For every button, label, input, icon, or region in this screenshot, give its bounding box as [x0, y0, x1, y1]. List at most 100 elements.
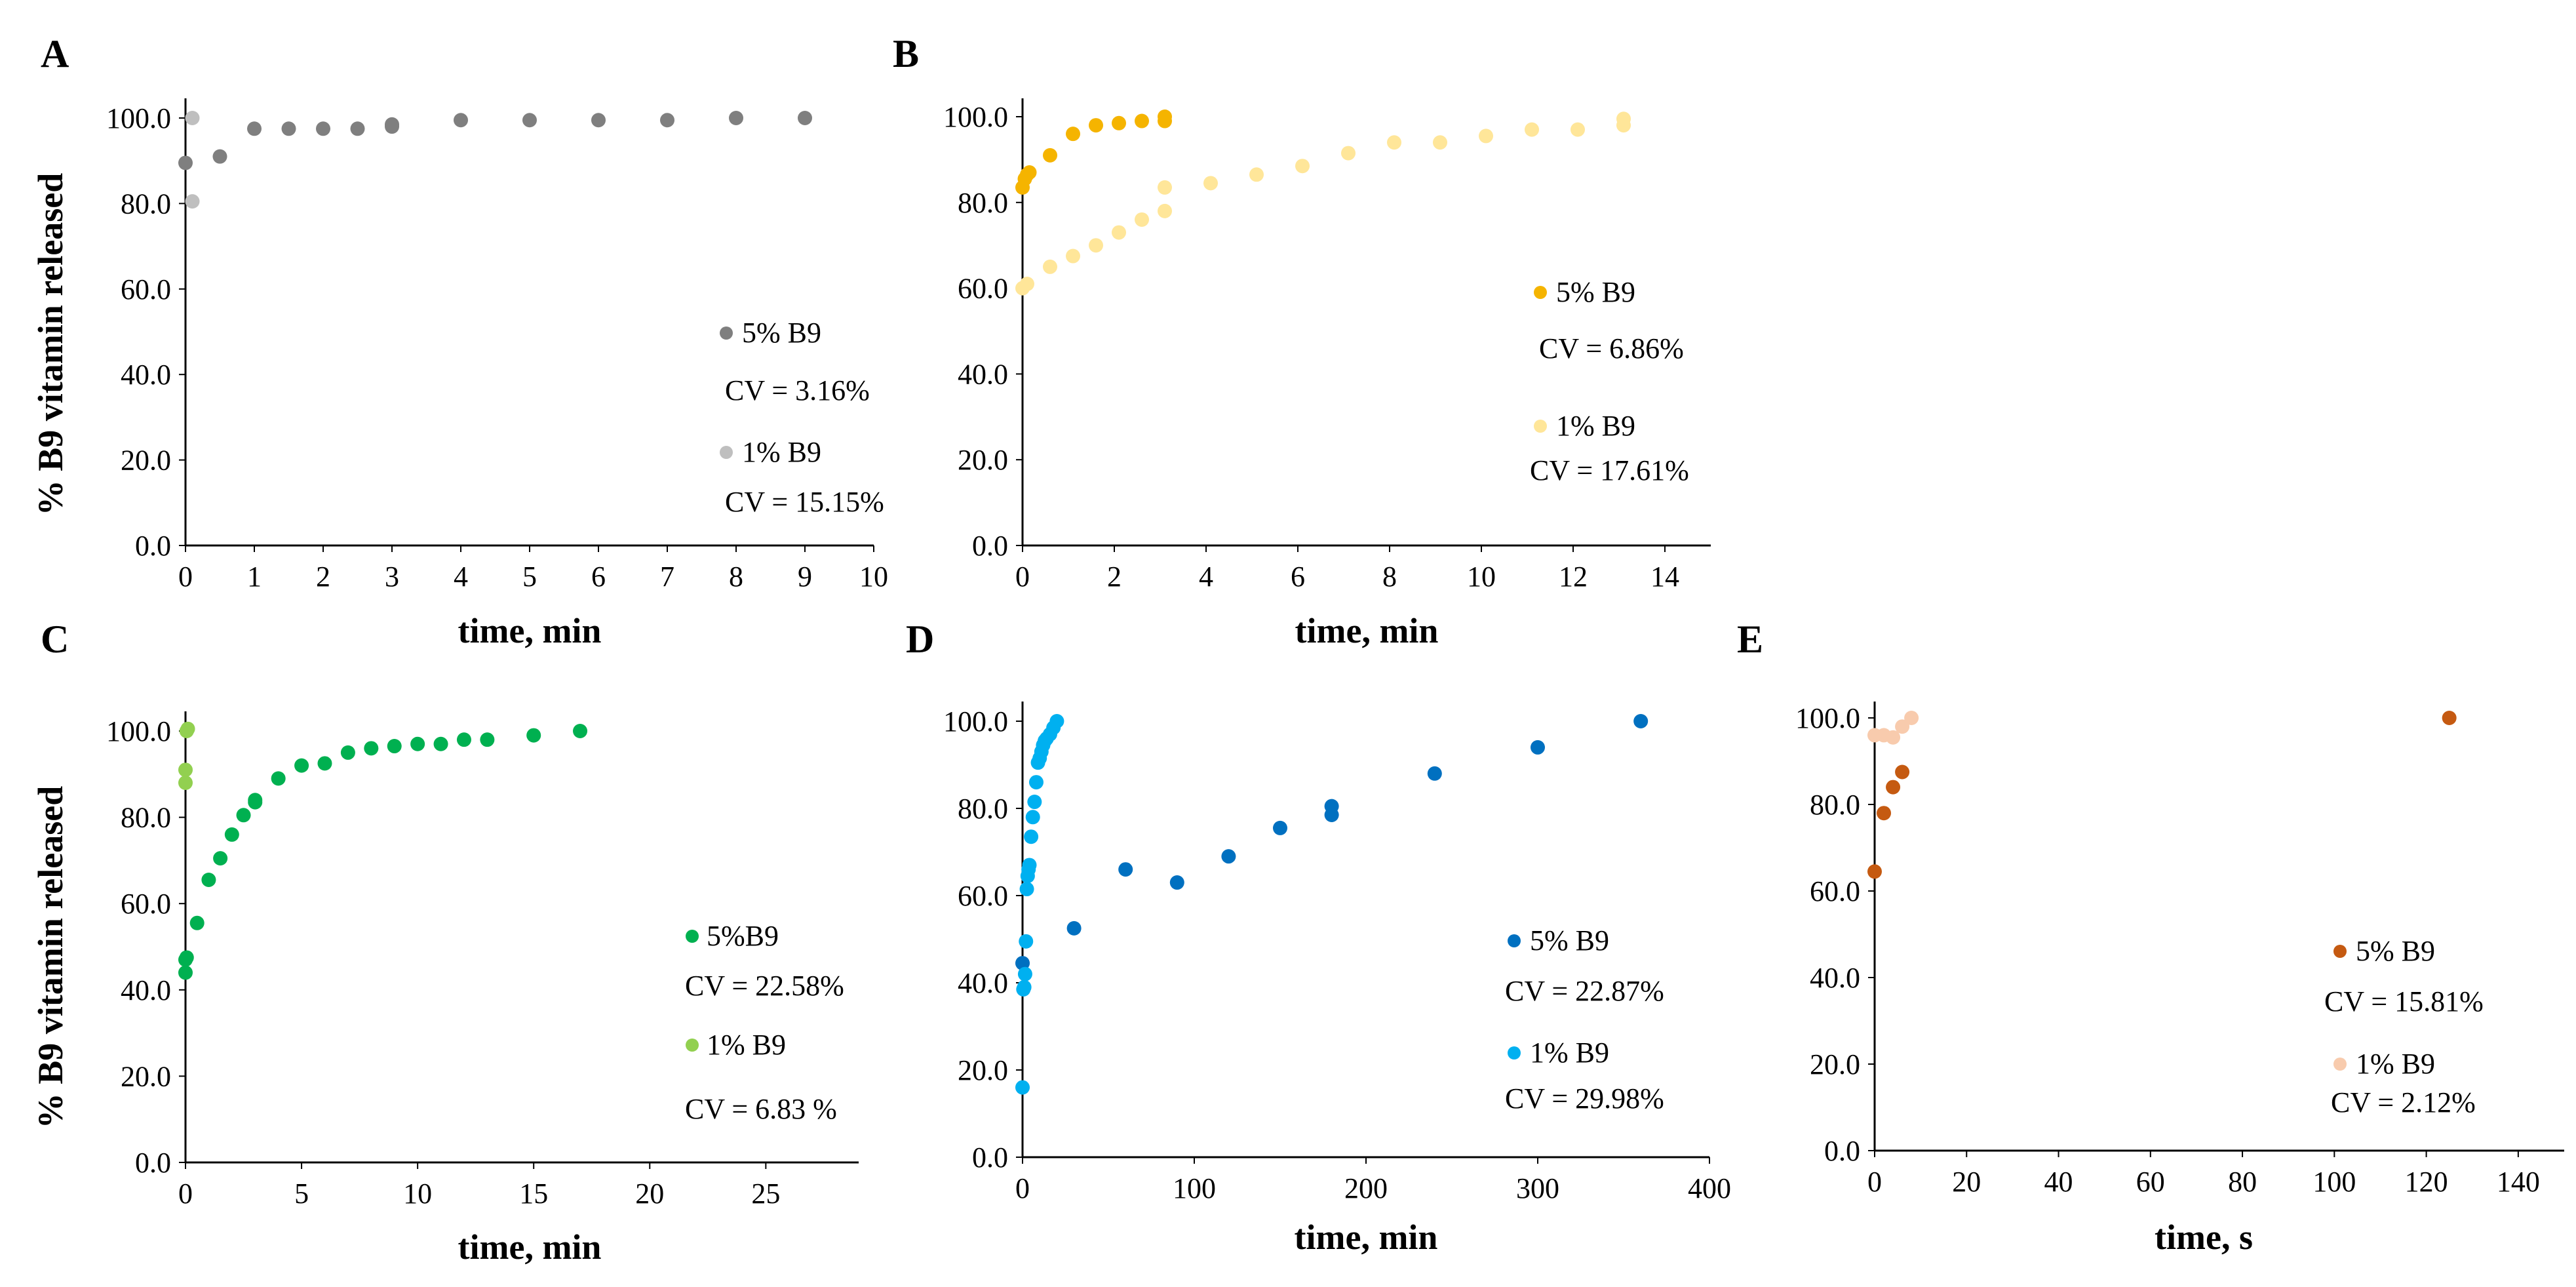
- data-point-5b9: [729, 111, 743, 125]
- data-point-5b9: [1324, 799, 1339, 814]
- data-point-5b9: [1022, 165, 1037, 180]
- data-point-5b9: [1895, 764, 1910, 780]
- legend-marker-5pct-b9: [686, 930, 699, 943]
- y-tick-label: 0.0: [972, 530, 1008, 562]
- y-tick-label: 40.0: [958, 358, 1008, 390]
- y-axis-title-bottom: % B9 vitamin released: [31, 786, 70, 1128]
- legend-label-5pct-b9: 5%B9: [707, 920, 779, 952]
- data-point-5b9: [1089, 118, 1103, 133]
- panel-c: C 0 5 10 15 20 25 0.0 20.0 40.0 60.0 80.0 100.0 tim…: [41, 618, 859, 1267]
- data-point-1b9: [1158, 203, 1172, 218]
- x-tick-label: 4: [454, 561, 468, 593]
- legend-label-1pct-b9: 1% B9: [1530, 1037, 1609, 1069]
- data-point-5b9: [1066, 921, 1082, 936]
- legend-cv-5pct-b9: CV = 22.58%: [685, 970, 844, 1002]
- data-point-5b9: [387, 739, 402, 754]
- x-tick-label: 8: [729, 561, 743, 593]
- data-point-1b9: [1028, 775, 1044, 790]
- legend-label-1pct-b9: 1% B9: [742, 436, 821, 468]
- x-tick-label: 1: [247, 561, 262, 593]
- data-point-5b9: [1135, 113, 1149, 129]
- panel-e-legend: 5% B9 CV = 15.81% 1% B9 CV = 2.12%: [2324, 935, 2484, 1119]
- x-tick-label: 60: [2136, 1166, 2165, 1198]
- legend-label-5pct-b9: 5% B9: [1556, 276, 1635, 308]
- legend-label-1pct-b9: 1% B9: [2356, 1048, 2435, 1080]
- legend-marker-5pct-b9: [1534, 286, 1547, 299]
- data-point-1b9: [1249, 167, 1264, 182]
- data-point-1b9: [1904, 711, 1919, 725]
- data-point-1b9: [1895, 719, 1910, 734]
- data-point-5b9: [526, 728, 541, 743]
- data-point-5b9: [247, 121, 262, 136]
- legend-cv-5pct-b9: CV = 3.16%: [725, 374, 870, 406]
- y-tick-label: 100.0: [106, 715, 171, 747]
- data-point-1b9: [185, 111, 200, 125]
- x-tick-label: 10: [859, 561, 888, 593]
- legend-cv-1pct-b9: CV = 29.98%: [1505, 1082, 1664, 1115]
- data-point-5b9: [271, 771, 286, 786]
- data-point-5b9: [1531, 740, 1545, 755]
- data-point-1b9: [1886, 730, 1901, 745]
- data-point-1b9: [178, 762, 193, 778]
- y-tick-label: 100.0: [1795, 702, 1860, 734]
- panel-c-points: [178, 721, 588, 980]
- x-tick-label: 10: [1467, 561, 1496, 593]
- y-tick-label: 60.0: [1810, 875, 1860, 907]
- data-point-1b9: [1022, 858, 1037, 873]
- y-tick-label: 20.0: [958, 1054, 1008, 1086]
- x-tick-label: 100: [1173, 1172, 1216, 1204]
- x-tick-label: 80: [2228, 1166, 2257, 1198]
- panel-a-x-axis-title: time, min: [458, 611, 602, 650]
- panel-c-x-axis-title: time, min: [458, 1227, 602, 1267]
- x-tick-label: 7: [660, 561, 674, 593]
- data-point-5b9: [1118, 862, 1133, 877]
- data-point-1b9: [1049, 714, 1064, 728]
- y-axis-title-top: % B9 vitamin released: [31, 173, 70, 515]
- x-tick-label: 14: [1650, 561, 1679, 593]
- legend-cv-5pct-b9: CV = 15.81%: [2324, 985, 2484, 1018]
- data-point-1b9: [185, 194, 200, 209]
- x-tick-label: 6: [1291, 561, 1305, 593]
- legend-label-1pct-b9: 1% B9: [1556, 410, 1635, 442]
- data-point-1b9: [1027, 795, 1042, 810]
- panel-b-ticks: 0 2 4 6 8 10 12 14 0.0 20.0 40.0 60.0 80.0 100.0: [943, 101, 1679, 593]
- x-tick-label: 25: [751, 1178, 780, 1210]
- y-tick-label: 0.0: [135, 1147, 171, 1179]
- x-tick-label: 400: [1688, 1172, 1731, 1204]
- data-point-5b9: [236, 808, 251, 823]
- legend-marker-1pct-b9: [1508, 1046, 1521, 1059]
- y-tick-label: 80.0: [121, 802, 171, 834]
- x-tick-label: 140: [2497, 1166, 2540, 1198]
- panel-e-points: [1867, 711, 2457, 879]
- legend-cv-1pct-b9: CV = 6.83 %: [685, 1093, 837, 1125]
- data-point-5b9: [189, 915, 205, 930]
- legend-marker-1pct-b9: [686, 1039, 699, 1052]
- y-tick-label: 20.0: [958, 444, 1008, 476]
- legend-marker-1pct-b9: [1534, 420, 1547, 433]
- y-tick-label: 80.0: [958, 187, 1008, 219]
- data-point-1b9: [1135, 212, 1149, 227]
- data-point-1b9: [1571, 122, 1585, 137]
- x-tick-label: 0: [1015, 1172, 1030, 1204]
- x-tick-label: 2: [1107, 561, 1122, 593]
- y-tick-label: 0.0: [135, 530, 171, 562]
- data-point-1b9: [1024, 829, 1039, 844]
- data-point-5b9: [201, 873, 216, 888]
- data-point-1b9: [1089, 238, 1103, 253]
- data-point-1b9: [1112, 225, 1126, 240]
- data-point-5b9: [340, 745, 355, 760]
- x-tick-label: 5: [522, 561, 537, 593]
- x-tick-label: 10: [403, 1178, 432, 1210]
- data-point-1b9: [1479, 129, 1493, 144]
- data-point-1b9: [1020, 277, 1034, 292]
- legend-marker-5pct-b9: [2333, 945, 2347, 958]
- x-tick-label: 100: [2313, 1166, 2356, 1198]
- data-point-1b9: [1616, 111, 1631, 127]
- legend-cv-1pct-b9: CV = 2.12%: [2331, 1086, 2476, 1119]
- data-point-5b9: [248, 793, 263, 808]
- panel-a-points: [178, 111, 812, 209]
- x-tick-label: 120: [2405, 1166, 2448, 1198]
- panel-e-ticks: 0 20 40 60 80 100 120 140 0.0 20.0 40.0 60.0 80.0 100…: [1795, 702, 2540, 1198]
- panel-d-x-axis-title: time, min: [1295, 1218, 1438, 1257]
